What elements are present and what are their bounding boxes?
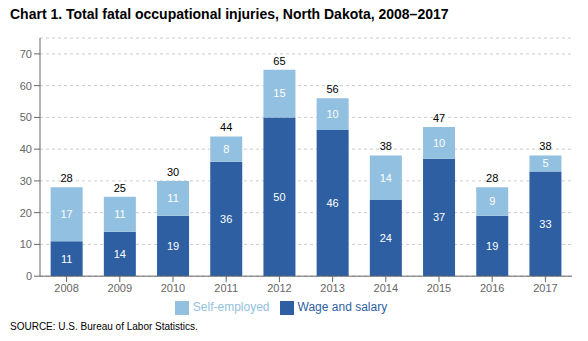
svg-text:11: 11 [167,192,178,204]
svg-text:44: 44 [220,121,232,133]
svg-text:0: 0 [26,270,32,282]
svg-text:2013: 2013 [320,282,344,294]
svg-text:17: 17 [61,208,73,220]
svg-text:2008: 2008 [54,282,78,294]
svg-text:2015: 2015 [427,282,451,294]
html-text:Self-employed: Self-employed [192,300,270,315]
svg-text:70: 70 [20,48,32,60]
svg-text:2009: 2009 [108,282,132,294]
svg-text:28: 28 [61,172,73,184]
svg-text:11: 11 [114,208,125,220]
svg-text:46: 46 [327,197,339,209]
svg-text:38: 38 [539,140,551,152]
svg-text:2016: 2016 [480,282,504,294]
svg-text:36: 36 [220,213,232,225]
svg-text:38: 38 [380,140,392,152]
svg-text:2017: 2017 [533,282,557,294]
svg-text:28: 28 [486,172,498,184]
svg-text:30: 30 [20,175,32,187]
svg-text:2010: 2010 [161,282,185,294]
svg-text:14: 14 [380,172,392,184]
svg-text:2011: 2011 [214,282,238,294]
svg-text:25: 25 [114,182,126,194]
svg-text:50: 50 [273,191,285,203]
svg-text:9: 9 [489,195,495,207]
html-text:Wage and salary: Wage and salary [297,300,388,315]
svg-text:8: 8 [223,143,229,155]
svg-text:33: 33 [539,218,551,230]
svg-text:10: 10 [20,238,32,250]
svg-text:10: 10 [327,108,339,120]
svg-text:65: 65 [273,55,285,67]
svg-text:19: 19 [167,240,179,252]
svg-text:24: 24 [380,232,392,244]
svg-text:50: 50 [20,111,32,123]
svg-text:2014: 2014 [374,282,398,294]
svg-text:60: 60 [20,80,32,92]
html-text:SOURCE: U.S. Bureau of Labor S: SOURCE: U.S. Bureau of Labor Statistics. [10,321,198,332]
svg-text:37: 37 [433,211,445,223]
svg-text:2012: 2012 [267,282,291,294]
svg-text:19: 19 [486,240,498,252]
svg-text:11: 11 [61,253,72,265]
svg-text:5: 5 [542,157,548,169]
svg-text:14: 14 [114,248,126,260]
svg-text:56: 56 [327,83,339,95]
svg-text:40: 40 [20,143,32,155]
svg-text:20: 20 [20,207,32,219]
svg-text:47: 47 [433,112,445,124]
svg-text:10: 10 [433,137,445,149]
html-text:Chart 1. Total fatal occupatio: Chart 1. Total fatal occupational injuri… [10,6,449,22]
svg-text:30: 30 [167,166,179,178]
svg-text:15: 15 [273,87,285,99]
